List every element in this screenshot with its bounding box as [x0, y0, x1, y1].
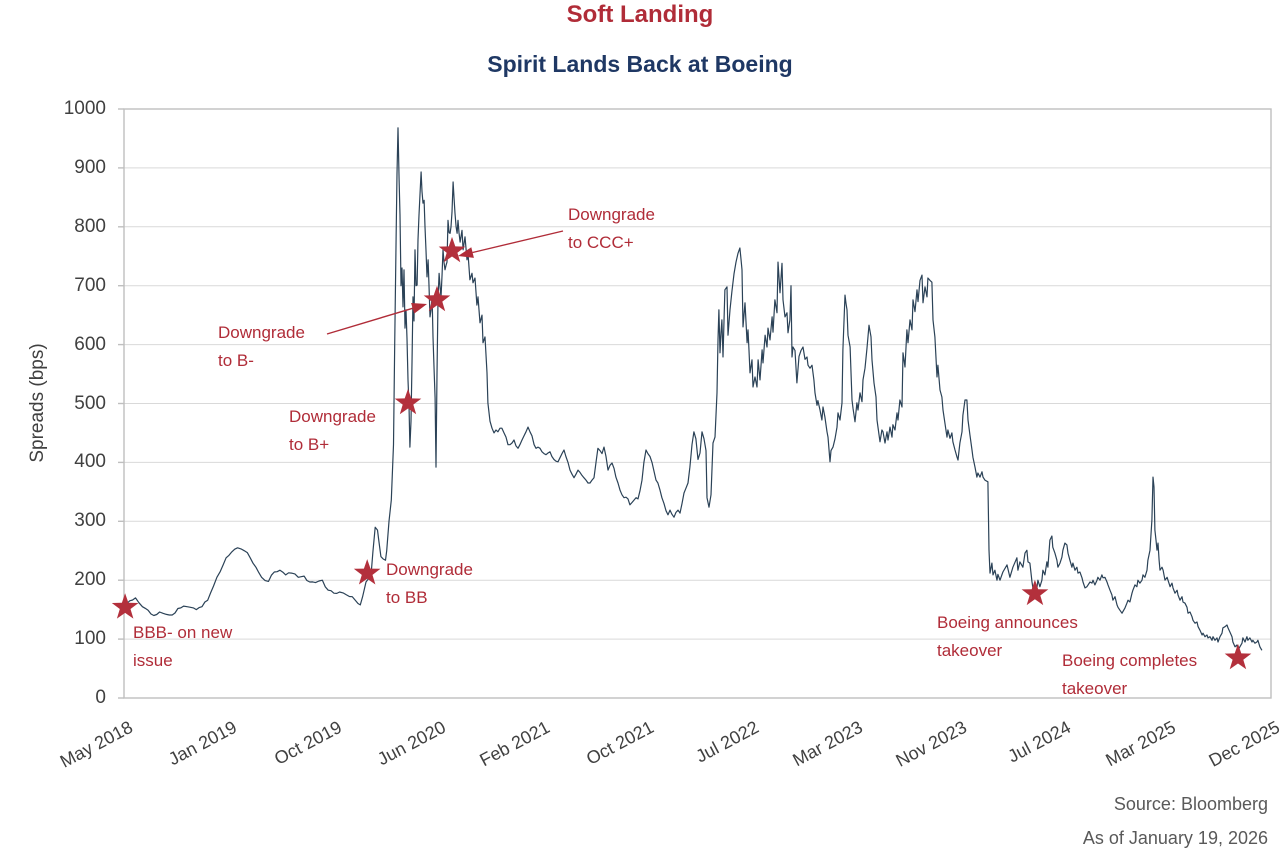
- event-star-downgrade-b-minus: [423, 285, 451, 312]
- event-star-downgrade-b-plus: [394, 388, 422, 415]
- annotation-arrowhead: [411, 303, 427, 314]
- event-label-line2: to B-: [218, 351, 254, 370]
- annotation-arrow-line: [472, 230, 564, 254]
- spread-series-line: [123, 127, 1263, 651]
- event-label-downgrade-bb: Downgrade to BB: [386, 556, 473, 612]
- chart-title: Soft Landing: [566, 1, 714, 28]
- event-star-complete: [1224, 643, 1252, 670]
- y-tick-label: 500: [74, 392, 106, 414]
- y-tick-label: 1000: [63, 98, 106, 119]
- event-label-line1: Boeing announces: [937, 613, 1078, 632]
- event-label-complete: Boeing completes takeover: [1062, 647, 1197, 703]
- event-label-line1: Downgrade: [218, 323, 305, 342]
- event-label-downgrade-b-plus: Downgrade to B+: [289, 403, 376, 459]
- event-label-line1: BBB- on new: [133, 623, 233, 642]
- y-tick-label: 600: [74, 333, 106, 355]
- event-label-line1: Boeing completes: [1062, 651, 1198, 670]
- event-label-line2: to B+: [289, 435, 330, 454]
- event-label-line2: takeover: [1062, 679, 1128, 698]
- annotation-arrowhead: [458, 247, 474, 258]
- event-star-new-issue: [111, 593, 139, 619]
- chart-subtitle: Spirit Lands Back at Boeing: [487, 51, 793, 77]
- y-tick-label: 0: [95, 687, 106, 708]
- event-star-downgrade-bb: [353, 559, 381, 585]
- annotation-arrow-line: [326, 307, 413, 335]
- y-tick-label: 400: [74, 451, 106, 473]
- event-label-line1: Downgrade: [289, 407, 376, 426]
- event-label-line2: takeover: [937, 641, 1003, 660]
- event-star-announce: [1021, 579, 1049, 606]
- event-label-line2: to BB: [386, 588, 428, 607]
- source-note: Source: Bloomberg: [1113, 794, 1268, 814]
- event-label-line1: Downgrade: [568, 205, 655, 224]
- event-label-line1: Downgrade: [386, 560, 473, 579]
- y-tick-label: 700: [74, 274, 106, 296]
- as-of-note: As of January 19, 2026: [1082, 828, 1268, 848]
- y-tick-label: 200: [74, 569, 106, 591]
- event-label-downgrade-b-minus: Downgrade to B-: [218, 319, 305, 375]
- event-label-announce: Boeing announces takeover: [937, 609, 1078, 665]
- y-tick-label: 100: [74, 628, 106, 650]
- event-label-line2: to CCC+: [568, 233, 634, 252]
- y-tick-label: 800: [74, 215, 106, 237]
- event-label-new-issue: BBB- on new issue: [133, 619, 232, 675]
- y-tick-label: 300: [74, 510, 106, 532]
- event-label-line2: issue: [133, 651, 173, 670]
- y-tick-label: 900: [74, 156, 106, 178]
- event-label-downgrade-ccc-plus: Downgrade to CCC+: [568, 201, 655, 257]
- event-star-downgrade-ccc-plus: [438, 236, 466, 263]
